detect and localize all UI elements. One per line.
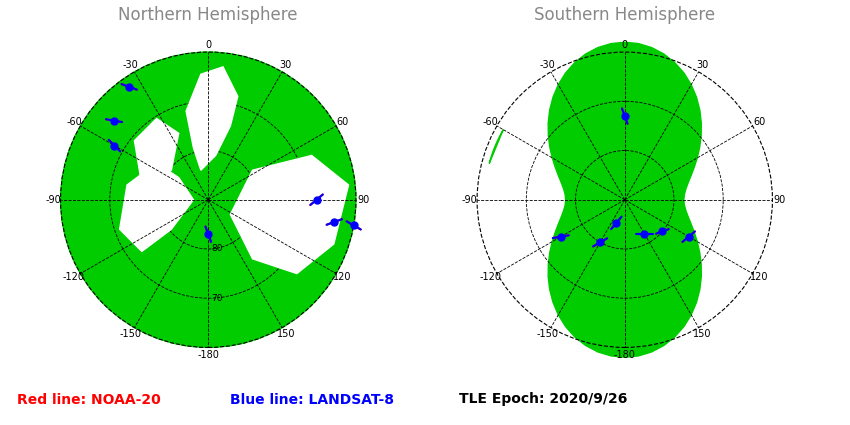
- Polygon shape: [230, 156, 348, 274]
- Circle shape: [60, 52, 356, 347]
- Text: 30: 30: [696, 60, 708, 71]
- Text: -60: -60: [483, 117, 498, 127]
- Text: -30: -30: [540, 60, 555, 71]
- Polygon shape: [490, 130, 503, 164]
- Polygon shape: [186, 67, 238, 170]
- Text: 90: 90: [774, 195, 786, 205]
- Text: -90: -90: [462, 195, 478, 205]
- Polygon shape: [548, 42, 701, 357]
- Title: Northern Hemisphere: Northern Hemisphere: [118, 6, 298, 24]
- Polygon shape: [134, 119, 178, 185]
- Text: 60: 60: [753, 117, 765, 127]
- Text: -120: -120: [63, 272, 85, 282]
- Text: Red line: NOAA-20: Red line: NOAA-20: [17, 393, 161, 406]
- Text: -180: -180: [197, 350, 219, 360]
- Text: -150: -150: [120, 329, 142, 339]
- Text: 30: 30: [280, 60, 292, 71]
- Text: 120: 120: [750, 272, 768, 282]
- Text: -60: -60: [66, 117, 82, 127]
- Title: Southern Hemisphere: Southern Hemisphere: [534, 6, 716, 24]
- Text: 150: 150: [276, 329, 295, 339]
- Text: -180: -180: [614, 350, 636, 360]
- Text: Blue line: LANDSAT-8: Blue line: LANDSAT-8: [230, 393, 394, 406]
- Text: -30: -30: [123, 60, 139, 71]
- Text: TLE Epoch: 2020/9/26: TLE Epoch: 2020/9/26: [459, 393, 627, 406]
- Text: -150: -150: [536, 329, 558, 339]
- Text: 60: 60: [337, 117, 348, 127]
- Text: 0: 0: [621, 40, 628, 50]
- Circle shape: [477, 52, 773, 347]
- Text: 90: 90: [357, 195, 370, 205]
- Circle shape: [60, 52, 356, 347]
- Text: 120: 120: [333, 272, 352, 282]
- Text: 0: 0: [205, 40, 212, 50]
- Text: 70: 70: [211, 294, 223, 303]
- Text: 150: 150: [693, 329, 711, 339]
- Text: 80: 80: [211, 244, 223, 253]
- Text: -120: -120: [479, 272, 502, 282]
- Text: -90: -90: [45, 195, 61, 205]
- Polygon shape: [120, 163, 194, 252]
